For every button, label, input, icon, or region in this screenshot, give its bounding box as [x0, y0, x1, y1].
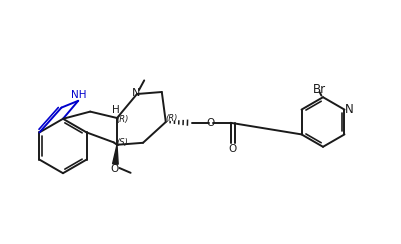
- Text: N: N: [344, 103, 353, 116]
- Text: O: O: [110, 164, 118, 174]
- Text: (R): (R): [116, 115, 128, 124]
- Polygon shape: [112, 145, 118, 164]
- Text: N: N: [132, 88, 140, 98]
- Text: (R): (R): [165, 114, 178, 123]
- Text: (S): (S): [116, 138, 128, 147]
- Text: NH: NH: [71, 90, 86, 100]
- Text: Br: Br: [312, 83, 325, 96]
- Text: O: O: [228, 144, 236, 154]
- Text: H: H: [111, 105, 119, 115]
- Text: O: O: [206, 118, 214, 128]
